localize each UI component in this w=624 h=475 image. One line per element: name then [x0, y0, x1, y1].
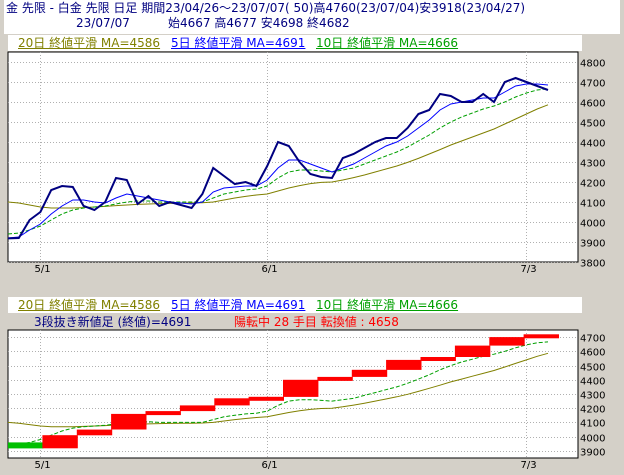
- top-y-tick-label: 4300: [580, 159, 605, 170]
- kagi-brick: [317, 376, 353, 381]
- top-y-tick-label: 4600: [580, 99, 605, 110]
- header-panel: [4, 0, 620, 34]
- bottom-y-tick-label: 4500: [580, 363, 605, 374]
- kagi-brick: [145, 411, 181, 416]
- bottom-x-tick-label: 7/3: [521, 460, 537, 471]
- top-y-tick-label: 4200: [580, 179, 605, 190]
- kagi-brick: [283, 379, 319, 397]
- ma10-line: [7, 88, 549, 235]
- bottom-y-tick-label: 3900: [580, 448, 605, 459]
- kagi-brick: [489, 337, 525, 346]
- kagi-brick: [523, 334, 559, 339]
- legend2-ma10: 10日 終値平滑 MA=4666: [316, 298, 459, 312]
- kagi-brick: [76, 429, 113, 436]
- bottom-x-tick-label: 6/1: [262, 460, 278, 471]
- top-y-tick-label: 3900: [580, 239, 605, 250]
- kagi-brick: [454, 345, 491, 357]
- top-x-tick-label: 7/3: [521, 264, 537, 275]
- top-y-tick-label: 3800: [580, 259, 605, 270]
- bar-date: 23/07/07: [76, 16, 130, 30]
- top-y-tick-label: 4000: [580, 219, 605, 230]
- kagi-brick: [111, 413, 147, 430]
- top-y-tick-label: 4500: [580, 119, 605, 130]
- legend2-ma5: 5日 終値平滑 MA=4691: [171, 298, 306, 312]
- kagi-brick: [179, 405, 216, 412]
- bottom-y-tick-label: 4200: [580, 405, 605, 416]
- chart-title: 金 先限 - 白金 先限 日足 期間23/04/26～23/07/07( 50)…: [6, 1, 526, 15]
- bottom-legend-bg: [8, 297, 582, 313]
- bar-ohlc: 始4667 高4677 安4698 終4682: [168, 16, 350, 30]
- bottom-y-tick-label: 4000: [580, 434, 605, 445]
- kagi-brick: [248, 396, 284, 401]
- top-x-tick-label: 6/1: [262, 264, 278, 275]
- kagi-brick: [8, 442, 44, 449]
- legend-ma10: 10日 終値平滑 MA=4666: [316, 36, 459, 50]
- top-y-tick-label: 4100: [580, 199, 605, 210]
- top-legend-bg: [8, 35, 582, 51]
- bottom-x-tick-label: 5/1: [35, 460, 51, 471]
- kagi-brick: [386, 359, 422, 370]
- kagi-ma10-line: [7, 341, 549, 446]
- kagi-brick: [351, 369, 388, 377]
- kagi-label: 3段抜き新値足 (終値)=4691: [34, 315, 192, 329]
- bottom-y-tick-label: 4300: [580, 391, 605, 402]
- bottom-y-tick-label: 4400: [580, 377, 605, 388]
- legend-ma5: 5日 終値平滑 MA=4691: [171, 36, 306, 50]
- legend2-ma20: 20日 終値平滑 MA=4586: [18, 298, 161, 312]
- top-y-tick-label: 4400: [580, 139, 605, 150]
- ma5-line: [7, 83, 549, 239]
- bottom-y-tick-label: 4700: [580, 334, 605, 345]
- bottom-y-tick-label: 4600: [580, 348, 605, 359]
- bottom-y-tick-label: 4100: [580, 419, 605, 430]
- top-x-tick-label: 5/1: [35, 264, 51, 275]
- top-y-tick-label: 4800: [580, 59, 605, 70]
- kagi-brick: [42, 435, 78, 449]
- kagi-brick: [214, 398, 250, 406]
- top-plot-area: [7, 51, 579, 263]
- kagi-brick: [420, 357, 456, 361]
- legend-ma20: 20日 終値平滑 MA=4586: [18, 36, 161, 50]
- close-price-line: [7, 76, 549, 240]
- kagi-state: 陽転中 28 手目 転換値 : 4658: [234, 315, 399, 329]
- top-y-tick-label: 4700: [580, 79, 605, 90]
